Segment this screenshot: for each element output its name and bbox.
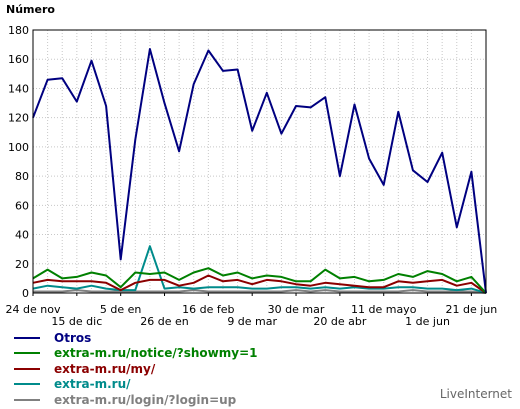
line-chart: Número 0 20 40 60 80 100 120 140 160 180 24 de no… [6, 3, 498, 328]
x-tick-label: 20 de abr [313, 315, 366, 328]
legend-swatch [14, 398, 40, 401]
x-tick-label: 21 de jun [446, 303, 498, 316]
x-tick-label: 30 de mar [268, 303, 325, 316]
x-tick-label: 24 de nov [6, 303, 61, 316]
x-tick-label: 15 de dic [51, 315, 102, 328]
legend-item-otros: Otros [14, 330, 258, 345]
legend-item-root: extra-m.ru/ [14, 377, 258, 392]
y-tick-label: 80 [15, 170, 29, 183]
x-tick-label: 9 de mar [227, 315, 277, 328]
y-tick-label: 140 [8, 82, 29, 95]
series-line-extra-m-ru [32, 245, 487, 294]
legend-swatch [14, 352, 40, 355]
y-tick-label: 0 [22, 287, 29, 300]
series-lines [32, 48, 487, 294]
legend-item-my: extra-m.ru/my/ [14, 361, 258, 376]
y-axis-label: Número [6, 3, 55, 16]
legend-label: extra-m.ru/ [54, 377, 131, 392]
legend-swatch [14, 336, 40, 339]
x-tick-label: 5 de en [100, 303, 142, 316]
series-line-extra-m-ru-my [32, 274, 487, 294]
legend-swatch [14, 367, 40, 370]
series-line-otros [32, 48, 487, 294]
x-tick-label: 11 de mayo [351, 303, 417, 316]
y-tick-label: 180 [8, 24, 29, 37]
plot-frame [32, 29, 487, 294]
x-tick-label: 26 de en [140, 315, 189, 328]
legend-item-login: extra-m.ru/login/?login=up [14, 392, 258, 407]
y-tick-label: 60 [15, 199, 29, 212]
liveinternet-brand: LiveInternet [439, 387, 512, 401]
y-tick-label: 20 [15, 258, 29, 271]
legend-swatch [14, 383, 40, 386]
series-line-extra-m-ru-login-login-up [33, 289, 487, 294]
legend-label: Otros [54, 330, 92, 345]
x-tick-label: 1 de jun [405, 315, 450, 328]
series-line-extra-m-ru-notice-showmy-1 [32, 267, 487, 294]
grid [33, 30, 486, 293]
legend-label: extra-m.ru/login/?login=up [54, 392, 237, 407]
legend-label: extra-m.ru/notice/?showmy=1 [54, 346, 258, 361]
legend-label: extra-m.ru/my/ [54, 361, 156, 376]
x-tick-label: 16 de feb [182, 303, 234, 316]
y-tick-label: 40 [15, 229, 29, 242]
legend: Otros extra-m.ru/notice/?showmy=1 extra-… [14, 331, 258, 409]
y-tick-label: 160 [8, 53, 29, 66]
legend-item-notice: extra-m.ru/notice/?showmy=1 [14, 346, 258, 361]
y-tick-labels: 0 20 40 60 80 100 120 140 160 180 [8, 24, 29, 300]
y-tick-label: 120 [8, 112, 29, 125]
y-tick-label: 100 [8, 141, 29, 154]
